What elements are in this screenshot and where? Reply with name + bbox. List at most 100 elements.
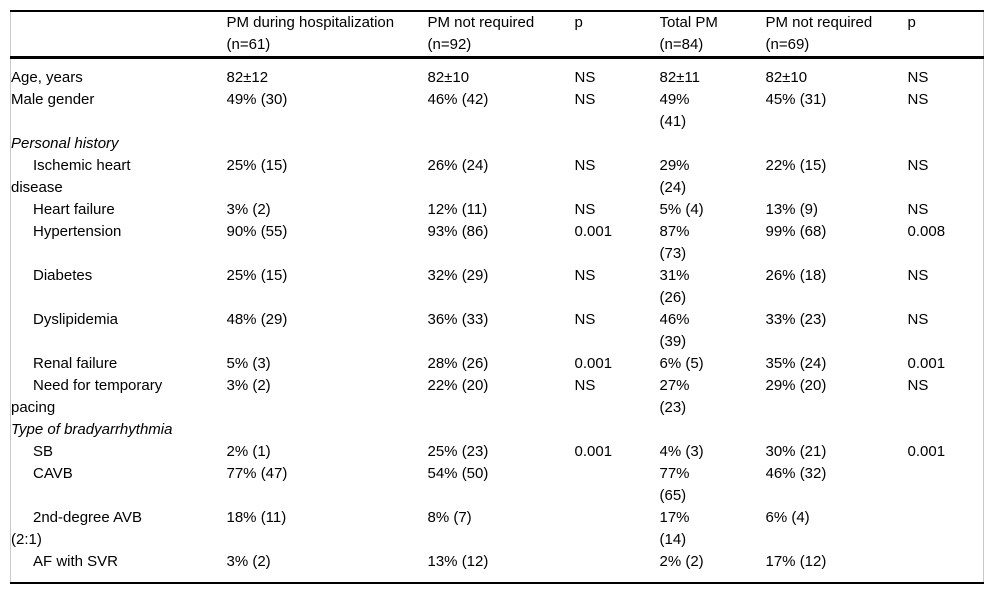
data-cell bbox=[908, 507, 984, 551]
data-cell: NS bbox=[907, 69, 929, 86]
data-cell: 36% (33) bbox=[427, 311, 489, 328]
data-cell bbox=[575, 463, 660, 507]
data-cell: 93% (86) bbox=[427, 223, 489, 240]
table-body: Age, years 82±12 82±10 NS 82±11 82±10 NS Male g… bbox=[11, 58, 984, 584]
data-cell: 77% (65) bbox=[659, 465, 690, 504]
data-cell: 77% (47) bbox=[226, 465, 288, 482]
data-cell: 17% (12) bbox=[765, 553, 827, 570]
row-label: Need for temporary pacing bbox=[11, 377, 163, 416]
data-cell: NS bbox=[574, 377, 596, 394]
table-row: Hypertension 90% (55) 93% (86) 0.001 87% (73… bbox=[11, 221, 984, 265]
table-row: 2nd-degree AVB (2:1) 18% (11) 8% (7) 17% (1… bbox=[11, 507, 984, 551]
data-cell: 0.001 bbox=[907, 443, 946, 460]
data-cell bbox=[908, 551, 984, 583]
data-cell: 0.001 bbox=[574, 355, 613, 372]
data-cell: 13% (12) bbox=[427, 553, 489, 570]
data-cell: 25% (23) bbox=[427, 443, 489, 460]
data-cell: NS bbox=[574, 69, 596, 86]
data-cell: NS bbox=[907, 311, 929, 328]
data-cell bbox=[227, 419, 428, 441]
row-label: Ischemic heart disease bbox=[11, 157, 131, 196]
row-label: Dyslipidemia bbox=[33, 311, 119, 328]
row-label: Age, years bbox=[11, 69, 83, 86]
comparison-table-container: PM during hospitalization (n=61) PM not r… bbox=[10, 10, 985, 584]
row-label: AF with SVR bbox=[33, 553, 119, 570]
data-cell: 27% (23) bbox=[659, 377, 690, 416]
table-row: Ischemic heart disease 25% (15) 26% (24) NS… bbox=[11, 155, 984, 199]
row-label: Personal history bbox=[11, 135, 119, 152]
data-cell bbox=[660, 133, 766, 155]
data-cell bbox=[428, 419, 575, 441]
data-cell: 3% (2) bbox=[226, 377, 271, 394]
data-cell: 87% (73) bbox=[659, 223, 690, 262]
pm-comparison-table: PM during hospitalization (n=61) PM not r… bbox=[10, 10, 984, 584]
data-cell bbox=[227, 133, 428, 155]
data-cell: 2% (1) bbox=[226, 443, 271, 460]
table-row: Dyslipidemia 48% (29) 36% (33) NS 46% (39) 33… bbox=[11, 309, 984, 353]
row-label: Renal failure bbox=[33, 355, 118, 372]
header-cell: PM not required (n=69) bbox=[765, 11, 908, 59]
row-label: 2nd-degree AVB (2:1) bbox=[11, 509, 142, 548]
data-cell: 3% (2) bbox=[226, 553, 271, 570]
row-label: Male gender bbox=[11, 91, 95, 108]
data-cell: 33% (23) bbox=[765, 311, 827, 328]
data-cell: NS bbox=[907, 91, 929, 108]
header-cell bbox=[10, 11, 227, 59]
data-cell: 49% (41) bbox=[659, 91, 690, 130]
data-cell: 0.001 bbox=[574, 443, 613, 460]
data-cell: 54% (50) bbox=[427, 465, 489, 482]
data-cell bbox=[575, 133, 660, 155]
data-cell: 99% (68) bbox=[765, 223, 827, 240]
data-cell: 29% (20) bbox=[765, 377, 827, 394]
data-cell: 5% (4) bbox=[659, 201, 704, 218]
data-cell: 13% (9) bbox=[765, 201, 819, 218]
table-row: CAVB 77% (47) 54% (50) 77% (65) 46% (32) bbox=[11, 463, 984, 507]
data-cell bbox=[428, 133, 575, 155]
table-row: Type of bradyarrhythmia bbox=[11, 419, 984, 441]
data-cell: 2% (2) bbox=[659, 553, 704, 570]
data-cell: 0.008 bbox=[907, 223, 946, 240]
data-cell: 6% (5) bbox=[659, 355, 704, 372]
header-cell: p bbox=[574, 11, 660, 59]
data-cell: 26% (24) bbox=[427, 157, 489, 174]
data-cell: 82±10 bbox=[427, 69, 470, 86]
data-cell: 5% (3) bbox=[226, 355, 271, 372]
data-cell bbox=[660, 419, 766, 441]
data-cell: 45% (31) bbox=[765, 91, 827, 108]
data-cell bbox=[908, 419, 984, 441]
data-cell bbox=[766, 419, 908, 441]
header-cell: p bbox=[907, 11, 984, 59]
data-cell: 28% (26) bbox=[427, 355, 489, 372]
data-cell: 22% (20) bbox=[427, 377, 489, 394]
data-cell: 46% (32) bbox=[765, 465, 827, 482]
data-cell bbox=[575, 419, 660, 441]
data-cell: 26% (18) bbox=[765, 267, 827, 284]
data-cell: NS bbox=[574, 201, 596, 218]
data-cell bbox=[575, 507, 660, 551]
data-cell: NS bbox=[907, 157, 929, 174]
data-cell: 0.001 bbox=[907, 355, 946, 372]
data-cell: 12% (11) bbox=[427, 201, 488, 218]
header-cell: Total PM (n=84) bbox=[659, 11, 766, 59]
row-label: Heart failure bbox=[33, 201, 115, 218]
data-cell: 6% (4) bbox=[765, 509, 810, 526]
header-row: PM during hospitalization (n=61) PM not r… bbox=[10, 11, 984, 59]
table-row: Personal history bbox=[11, 133, 984, 155]
table-row: Need for temporary pacing 3% (2) 22% (20) N… bbox=[11, 375, 984, 419]
data-cell: NS bbox=[574, 311, 596, 328]
data-cell bbox=[908, 463, 984, 507]
data-cell: NS bbox=[907, 377, 929, 394]
data-cell: NS bbox=[574, 267, 596, 284]
row-label: Diabetes bbox=[33, 267, 93, 284]
data-cell: 46% (42) bbox=[427, 91, 489, 108]
data-cell: 25% (15) bbox=[226, 157, 288, 174]
data-cell: NS bbox=[574, 91, 596, 108]
data-cell: 18% (11) bbox=[226, 509, 287, 526]
data-cell bbox=[766, 133, 908, 155]
data-cell: 49% (30) bbox=[226, 91, 288, 108]
data-cell: NS bbox=[907, 267, 929, 284]
data-cell: 29% (24) bbox=[659, 157, 690, 196]
table-row: Renal failure 5% (3) 28% (26) 0.001 6% (5) 35… bbox=[11, 353, 984, 375]
row-label: Hypertension bbox=[33, 223, 122, 240]
data-cell bbox=[575, 551, 660, 583]
